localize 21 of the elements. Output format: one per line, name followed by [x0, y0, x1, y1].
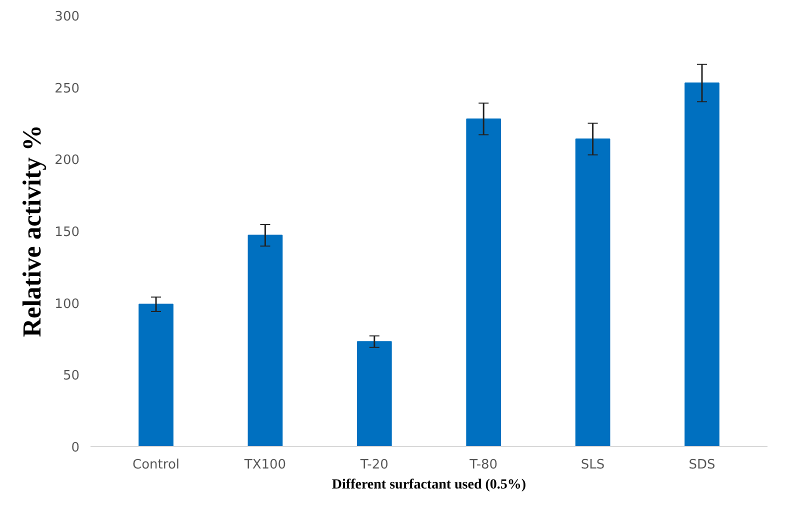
- bar: [356, 341, 392, 446]
- bar: [248, 234, 283, 446]
- x-tick-label: TX100: [243, 458, 286, 472]
- y-tick-label: 300: [54, 10, 80, 24]
- y-axis-title: Relative activity %: [18, 124, 47, 338]
- y-tick-label: 150: [54, 225, 80, 240]
- x-tick-label: SDS: [688, 458, 716, 472]
- bar: [684, 82, 720, 446]
- x-tick-label: SLS: [580, 458, 605, 472]
- bar: [466, 118, 502, 446]
- x-tick-label: T-20: [359, 458, 388, 472]
- bar: [138, 304, 174, 446]
- y-tick-label: 50: [62, 368, 80, 384]
- y-tick-label: 200: [54, 153, 80, 168]
- y-tick-label: 0: [71, 440, 80, 456]
- bar: [575, 138, 610, 446]
- x-tick-label: Control: [132, 458, 180, 472]
- y-tick-label: 250: [54, 81, 80, 96]
- x-tick-label: T-80: [468, 458, 498, 472]
- x-axis-title: Different surfactant used (0.5%): [332, 478, 526, 492]
- y-tick-label: 100: [54, 296, 80, 312]
